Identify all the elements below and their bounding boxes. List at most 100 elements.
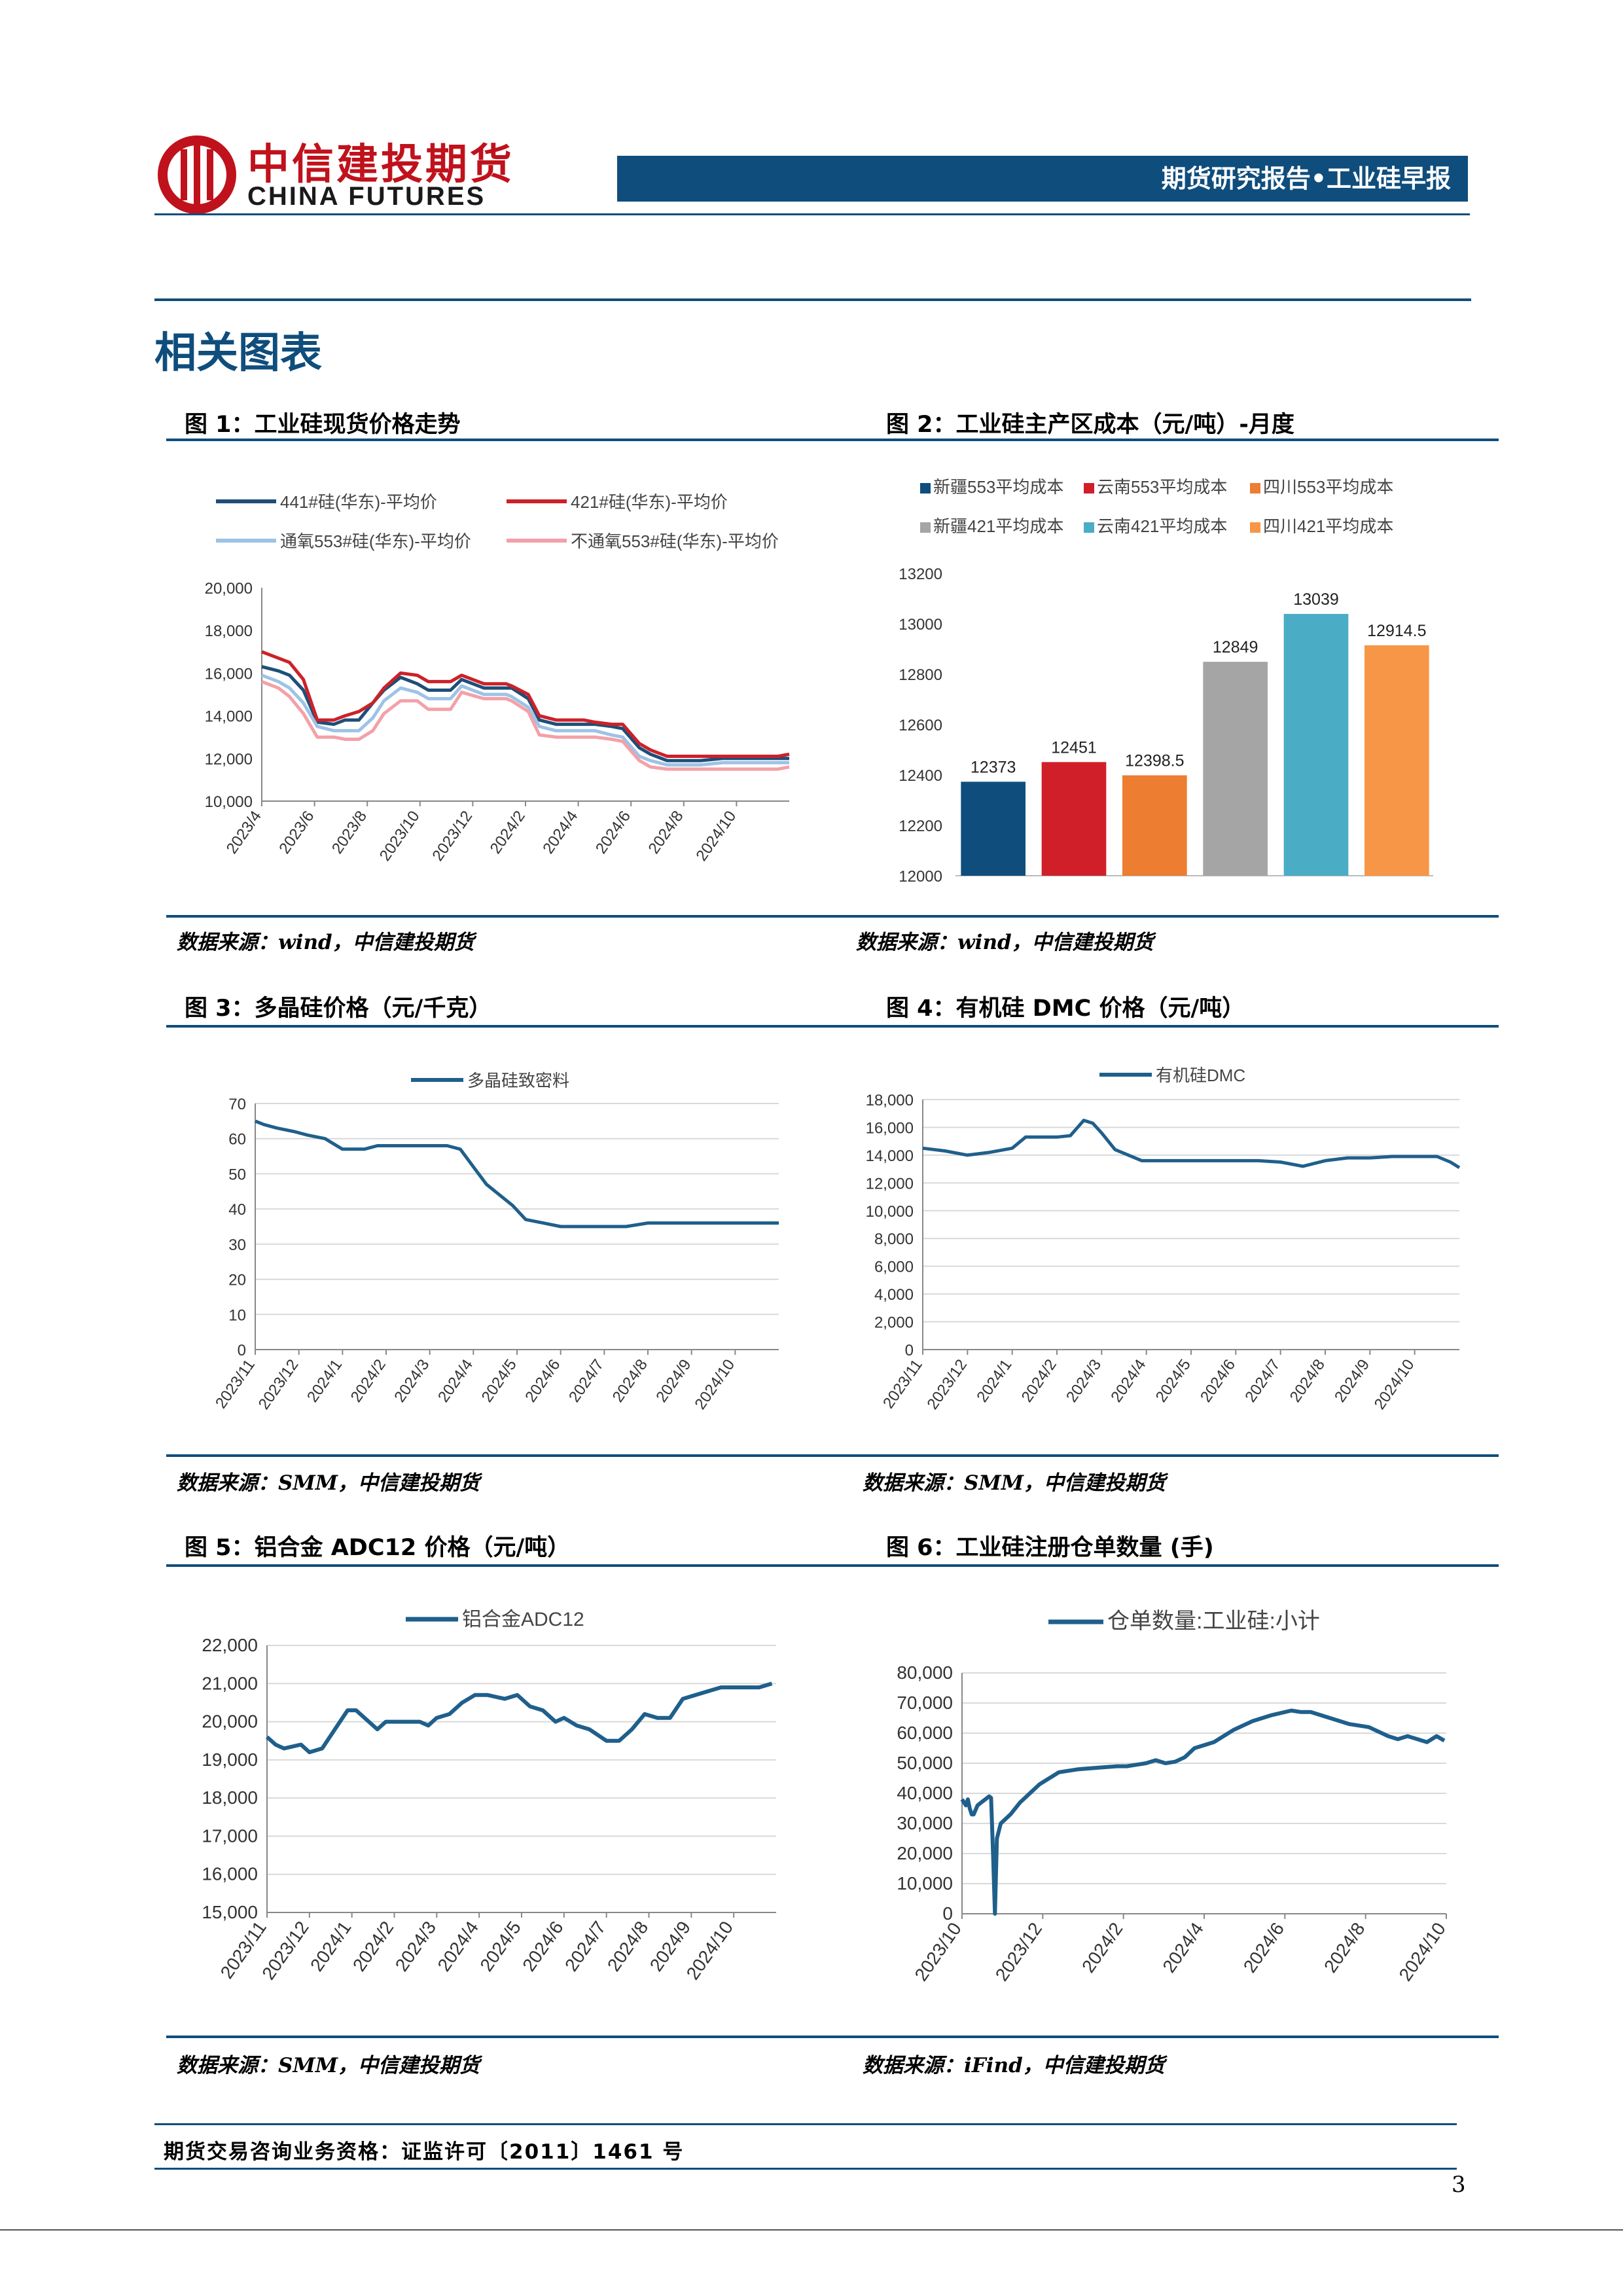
legend-label: 441#硅(华东)-平均价: [280, 492, 437, 512]
legend-label: 多晶硅致密料: [467, 1071, 569, 1090]
y-tick-label: 12000: [899, 868, 942, 886]
figure-3-title: 图 3：多晶硅价格（元/千克）: [185, 996, 492, 1022]
section-rule: [154, 298, 1471, 301]
x-tick-label: 2024/2: [487, 808, 529, 857]
y-tick-label: 80,000: [897, 1662, 953, 1683]
y-tick-label: 2,000: [874, 1314, 914, 1332]
footer-qualification: 期货交易咨询业务资格：证监许可〔2011〕1461 号: [164, 2140, 685, 2164]
y-tick-label: 60: [228, 1131, 246, 1149]
legend-swatch: [920, 483, 931, 493]
x-tick-label: 2024/4: [1158, 1919, 1207, 1977]
legend-label: 云南553平均成本: [1097, 477, 1227, 497]
legend-swatch: [1250, 483, 1260, 493]
figure-6-line-chart: 80,000 70,000 60,000 50,000 40,000 30,000 20,0…: [897, 1609, 1450, 1985]
figure-4-line-chart: 18,000 16,000 14,000 12,000 10,000 8,000 6,000…: [866, 1066, 1461, 1413]
x-tick-label: 2023/10: [376, 808, 423, 865]
series-line: [261, 673, 789, 767]
x-tick-label: 2024/7: [561, 1918, 610, 1975]
y-tick-label: 13000: [899, 616, 942, 634]
x-tick-label: 2024/1: [306, 1918, 355, 1975]
bar-value-label: 13039: [1293, 590, 1339, 609]
x-tick-label: 2024/6: [522, 1356, 563, 1406]
y-tick-label: 12,000: [205, 751, 253, 768]
bar: [1041, 762, 1107, 876]
logo-english-name: CHINA FUTURES: [247, 182, 486, 211]
y-tick-label: 40,000: [897, 1783, 953, 1803]
y-tick-label: 10,000: [205, 793, 253, 811]
legend-label: 四川421平均成本: [1263, 516, 1393, 536]
figure-5-title: 图 5：铝合金 ADC12 价格（元/吨）: [185, 1535, 571, 1561]
figure-2-source: 数据来源：wind，中信建投期货: [856, 931, 1154, 954]
x-tick-label: 2023/11: [880, 1356, 926, 1412]
x-tick-label: 2024/10: [691, 1356, 738, 1413]
x-tick-label: 2023/12: [923, 1356, 971, 1413]
figure-5-source: 数据来源：SMM，中信建投期货: [177, 2054, 480, 2077]
y-tick-label: 0: [905, 1342, 914, 1359]
y-tick-label: 0: [942, 1903, 953, 1924]
y-tick-label: 20,000: [202, 1712, 258, 1732]
figure-4-source: 数据来源：SMM，中信建投期货: [863, 1471, 1166, 1495]
legend-label: 新疆421平均成本: [933, 516, 1063, 536]
figure-row-3-top-rule: [166, 1564, 1499, 1567]
y-tick-label: 18,000: [202, 1787, 258, 1808]
y-tick-label: 70,000: [897, 1693, 953, 1713]
bar-value-label: 12398.5: [1125, 752, 1184, 770]
x-tick-label: 2024/3: [1063, 1356, 1105, 1406]
company-logo: [154, 132, 240, 217]
y-tick-label: 16,000: [866, 1119, 914, 1137]
section-title: 相关图表: [154, 329, 322, 378]
x-tick-label: 2024/6: [518, 1918, 567, 1975]
x-tick-label: 2024/7: [565, 1356, 607, 1406]
y-tick-label: 17,000: [202, 1825, 258, 1846]
series-line: [922, 1119, 1461, 1170]
y-tick-label: 50,000: [897, 1753, 953, 1773]
series-line: [261, 650, 790, 758]
x-tick-label: 2023/8: [329, 808, 370, 857]
bar: [1122, 775, 1187, 876]
x-tick-label: 2024/8: [603, 1918, 652, 1975]
series-line: [255, 1119, 779, 1229]
y-tick-label: 21,000: [202, 1673, 258, 1693]
x-tick-label: 2024/6: [1240, 1919, 1289, 1977]
x-tick-label: 2024/8: [645, 808, 687, 857]
x-tick-label: 2024/9: [652, 1356, 694, 1406]
legend-swatch: [920, 522, 931, 533]
x-tick-label: 2024/9: [1331, 1356, 1373, 1406]
bar-value-label: 12373: [971, 758, 1016, 776]
x-tick-label: 2023/12: [255, 1356, 302, 1413]
x-tick-label: 2024/8: [1320, 1919, 1369, 1977]
x-tick-label: 2024/4: [434, 1918, 483, 1975]
x-tick-label: 2024/3: [391, 1356, 433, 1406]
figure-1-source: 数据来源：wind，中信建投期货: [177, 931, 474, 954]
footer-bottom-rule: [154, 2168, 1457, 2170]
y-tick-label: 18,000: [205, 622, 253, 640]
y-tick-label: 14,000: [866, 1147, 914, 1165]
legend-label: 421#硅(华东)-平均价: [571, 492, 728, 512]
figure-row-2-top-rule: [166, 1025, 1499, 1028]
y-tick-label: 13200: [899, 565, 942, 583]
figure-1-line-chart: 20,00018,00016,00014,00012,00010,0002023…: [205, 492, 790, 865]
x-tick-label: 2023/4: [223, 808, 265, 857]
y-tick-label: 19,000: [202, 1749, 258, 1770]
y-tick-label: 10,000: [866, 1203, 914, 1221]
y-tick-label: 8,000: [874, 1230, 914, 1248]
page-number: 3: [1452, 2172, 1466, 2198]
x-tick-label: 2024/6: [1197, 1356, 1239, 1406]
x-tick-label: 2024/3: [391, 1918, 440, 1975]
legend-label: 四川553平均成本: [1263, 477, 1393, 497]
y-tick-label: 20: [228, 1272, 246, 1289]
legend-label: 不通氧553#硅(华东)-平均价: [571, 531, 779, 551]
figure-3-source: 数据来源：SMM，中信建投期货: [177, 1471, 480, 1495]
figure-row-3-bottom-rule: [166, 2036, 1499, 2038]
x-tick-label: 2024/10: [1371, 1356, 1418, 1413]
x-tick-label: 2023/12: [429, 808, 476, 865]
figure-4-title: 图 4：有机硅 DMC 价格（元/吨）: [886, 996, 1245, 1022]
x-tick-label: 2024/1: [304, 1356, 346, 1406]
x-tick-label: 2024/10: [1395, 1919, 1449, 1985]
x-tick-label: 2024/10: [692, 808, 740, 865]
y-tick-label: 18,000: [866, 1092, 914, 1109]
bar-value-label: 12849: [1213, 638, 1258, 656]
x-tick-label: 2023/11: [212, 1356, 259, 1412]
figure-2-title: 图 2：工业硅主产区成本（元/吨）-月度: [886, 412, 1294, 438]
